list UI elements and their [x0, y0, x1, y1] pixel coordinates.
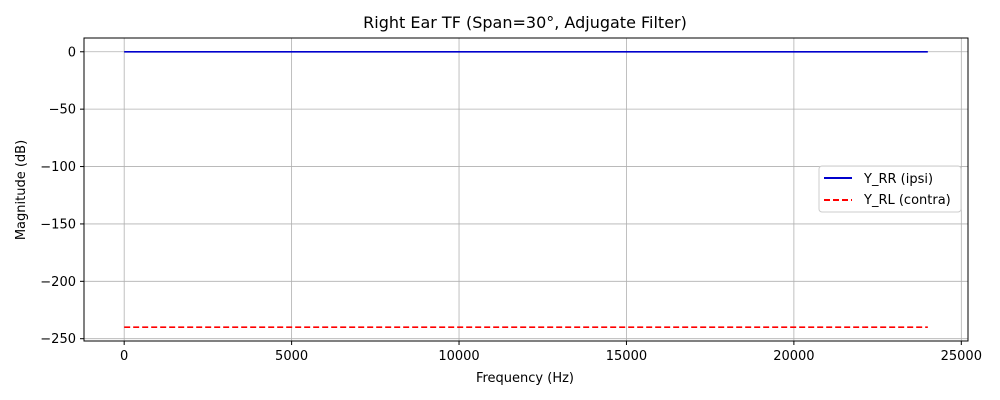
legend-box: [818, 165, 962, 213]
y-tick-label: 0: [68, 45, 76, 60]
chart-title: Right Ear TF (Span=30°, Adjugate Filter): [363, 13, 687, 32]
x-tick-label: 10000: [438, 349, 479, 364]
x-axis: 0 5000 10000 15000 20000 25000: [120, 341, 982, 364]
x-tick-label: 25000: [941, 349, 982, 364]
x-tick-label: 15000: [606, 349, 647, 364]
y-tick-label: −200: [40, 275, 76, 290]
legend-label-ipsi: Y_RR (ipsi): [863, 172, 933, 187]
y-axis-label: Magnitude (dB): [14, 140, 29, 240]
y-tick-label: −250: [40, 332, 76, 347]
y-tick-label: −150: [40, 217, 76, 232]
y-axis: 0 −50 −100 −150 −200 −250: [40, 45, 84, 347]
y-tick-label: −100: [40, 160, 76, 175]
x-tick-label: 0: [120, 349, 128, 364]
x-tick-label: 20000: [773, 349, 814, 364]
x-tick-label: 5000: [275, 349, 308, 364]
y-tick-label: −50: [49, 103, 76, 118]
legend: Y_RR (ipsi) Y_RL (contra): [818, 165, 962, 213]
series-layer: [124, 50, 928, 329]
x-axis-label: Frequency (Hz): [476, 371, 574, 386]
plot-frame: [83, 37, 969, 342]
legend-label-contra: Y_RL (contra): [863, 193, 951, 208]
